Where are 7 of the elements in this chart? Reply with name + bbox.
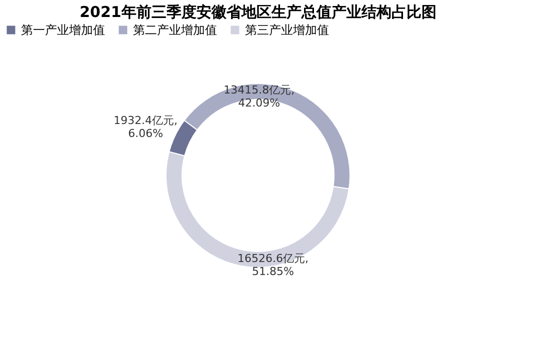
legend-label: 第一产业增加值 — [21, 23, 105, 37]
chart-title: 2021年前三季度安徽省地区生产总值产业结构占比图 — [80, 3, 436, 21]
legend-label: 第三产业增加值 — [245, 23, 329, 37]
data-label: 13415.8亿元, 42.09% — [224, 84, 295, 110]
data-label: 16526.6亿元, 51.85% — [237, 252, 308, 278]
data-label: 1932.4亿元, 6.06% — [114, 114, 178, 140]
legend-label: 第二产业增加值 — [133, 23, 217, 37]
